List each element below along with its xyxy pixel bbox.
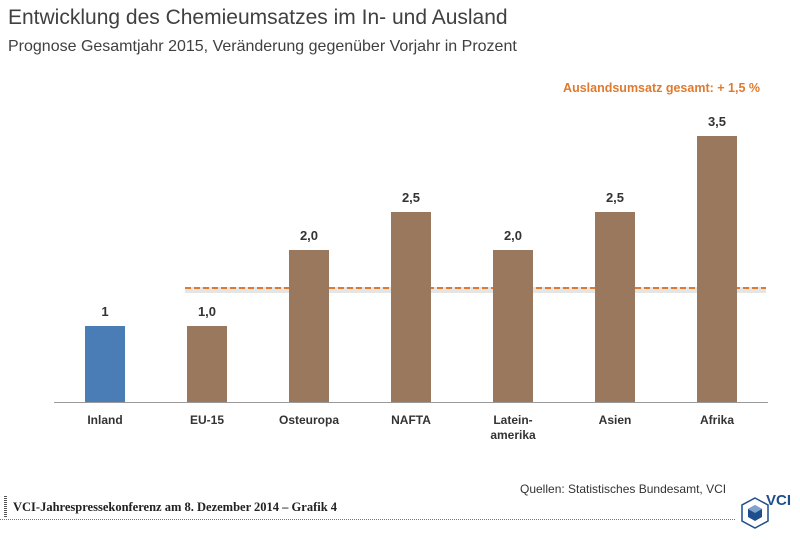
x-tick-label-3: NAFTA (391, 413, 431, 427)
x-tick-label-4-1: amerika (490, 428, 536, 442)
reference-line-label: Auslandsumsatz gesamt: + 1,5 % (563, 81, 760, 95)
reference-line-shadow (185, 287, 766, 293)
bar-5 (595, 212, 635, 402)
data-label-1: 1,0 (198, 304, 216, 319)
bar-2 (289, 250, 329, 402)
chart-subtitle: Prognose Gesamtjahr 2015, Veränderung ge… (8, 38, 517, 55)
logo-text: VCI (766, 492, 792, 509)
bar-0 (85, 326, 125, 402)
x-tick-label-2: Osteuropa (279, 413, 339, 427)
data-label-6: 3,5 (708, 114, 726, 129)
data-label-4: 2,0 (504, 228, 522, 243)
bar-chart: Auslandsumsatz gesamt: + 1,5 % 1 Inland 1,0… (54, 81, 768, 442)
footer-marker (4, 496, 7, 518)
bar-6 (697, 136, 737, 402)
footer-divider (0, 519, 735, 520)
x-tick-label-5: Asien (599, 413, 632, 427)
source-note: Quellen: Statistisches Bundesamt, VCI (520, 482, 727, 496)
bar-3 (391, 212, 431, 402)
bar-1 (187, 326, 227, 402)
x-tick-label-0: Inland (87, 413, 122, 427)
vci-hexagon-icon (741, 497, 769, 529)
data-label-5: 2,5 (606, 190, 624, 205)
data-label-2: 2,0 (300, 228, 318, 243)
bar-4 (493, 250, 533, 402)
x-tick-label-4: Latein- (493, 413, 532, 427)
vci-logo: VCI (740, 488, 798, 536)
data-label-0: 1 (101, 304, 108, 319)
footer-caption: VCI-Jahrespressekonferenz am 8. Dezember… (13, 500, 338, 514)
x-tick-label-6: Afrika (700, 413, 734, 427)
data-label-3: 2,5 (402, 190, 420, 205)
x-tick-label-1: EU-15 (190, 413, 224, 427)
chart-title: Entwicklung des Chemieumsatzes im In- un… (8, 6, 508, 29)
